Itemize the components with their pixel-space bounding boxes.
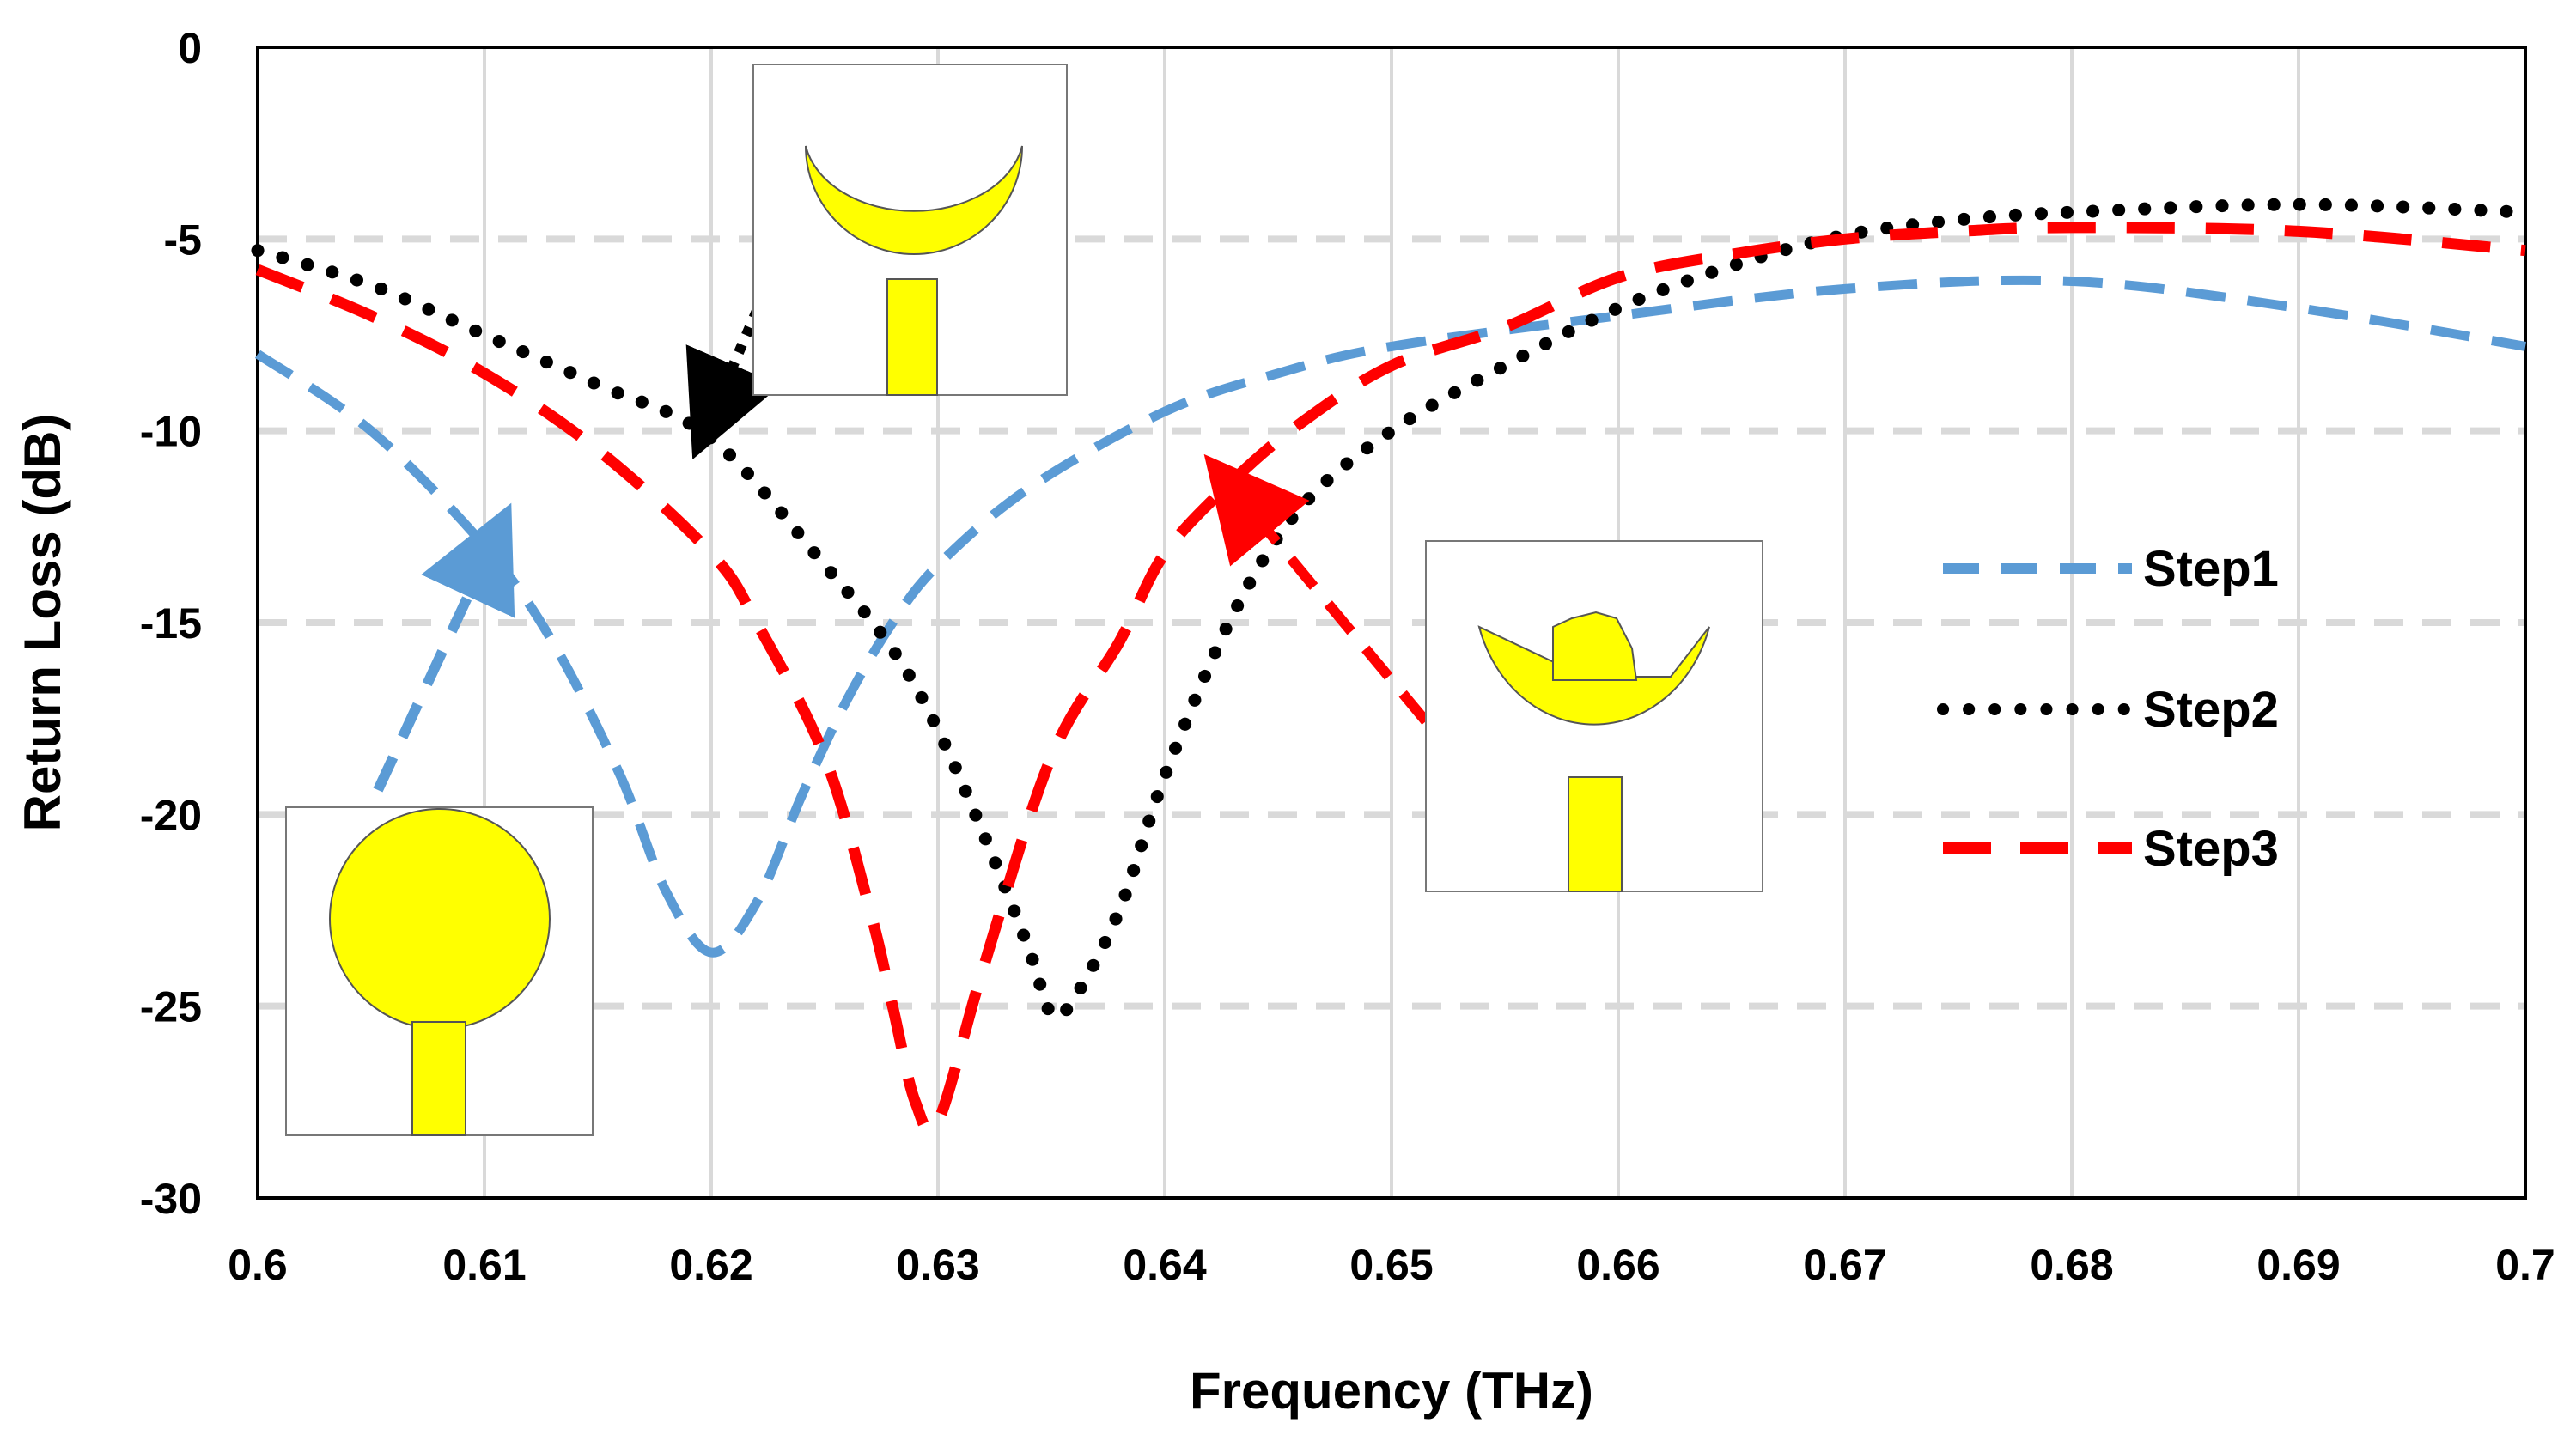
legend-label-step3: Step3: [2143, 821, 2279, 877]
y-tick-label: -30: [140, 1175, 202, 1223]
x-tick-label: 0.66: [1576, 1241, 1659, 1289]
step1-antenna-inset: [285, 806, 594, 1136]
legend-label-step2: Step2: [2143, 682, 2279, 738]
step2-crescent-patch: [805, 145, 1023, 255]
step2-feed-line: [886, 278, 938, 396]
series-line-step1: [254, 275, 2526, 958]
y-tick-labels: 0 -5 -10 -15 -20 -25 -30: [140, 24, 202, 1223]
x-tick-label: 0.65: [1349, 1241, 1433, 1289]
step3-head-patch: [1552, 611, 1638, 681]
x-tick-label: 0.7: [2495, 1241, 2555, 1289]
step3-crescent-patch: [1477, 625, 1710, 726]
y-tick-label: -5: [164, 216, 202, 264]
x-tick-labels: 0.6 0.61 0.62 0.63 0.64 0.65 0.66 0.67 0.68 0.69 0…: [228, 1241, 2555, 1289]
y-tick-label: -15: [140, 599, 202, 648]
y-tick-label: -10: [140, 408, 202, 456]
y-tick-label: -25: [140, 983, 202, 1031]
y-tick-label: -20: [140, 791, 202, 839]
step3-feed-line: [1568, 776, 1623, 892]
legend-label-step1: Step1: [2143, 541, 2279, 597]
x-tick-label: 0.68: [2030, 1241, 2113, 1289]
step3-annotation-arrow: [1203, 453, 1430, 725]
plot-frame: [256, 46, 2527, 1200]
x-tick-label: 0.62: [669, 1241, 752, 1289]
step1-circular-patch: [329, 808, 551, 1030]
x-tick-label: 0.61: [442, 1241, 526, 1289]
y-axis-title: Return Loss (dB): [14, 414, 71, 832]
x-tick-label: 0.6: [228, 1241, 288, 1289]
step1-annotation-arrow: [373, 502, 515, 793]
legend: Step1 Step2 Step3: [1937, 541, 2279, 877]
step2-antenna-inset: [752, 64, 1068, 396]
y-tick-label: 0: [178, 24, 202, 72]
step1-feed-line: [411, 1021, 466, 1136]
x-tick-label: 0.64: [1123, 1241, 1207, 1289]
x-axis-title: Frequency (THz): [1190, 1362, 1593, 1420]
x-tick-label: 0.69: [2256, 1241, 2340, 1289]
x-tick-label: 0.67: [1803, 1241, 1886, 1289]
step3-antenna-inset: [1425, 540, 1763, 892]
x-tick-label: 0.63: [896, 1241, 979, 1289]
